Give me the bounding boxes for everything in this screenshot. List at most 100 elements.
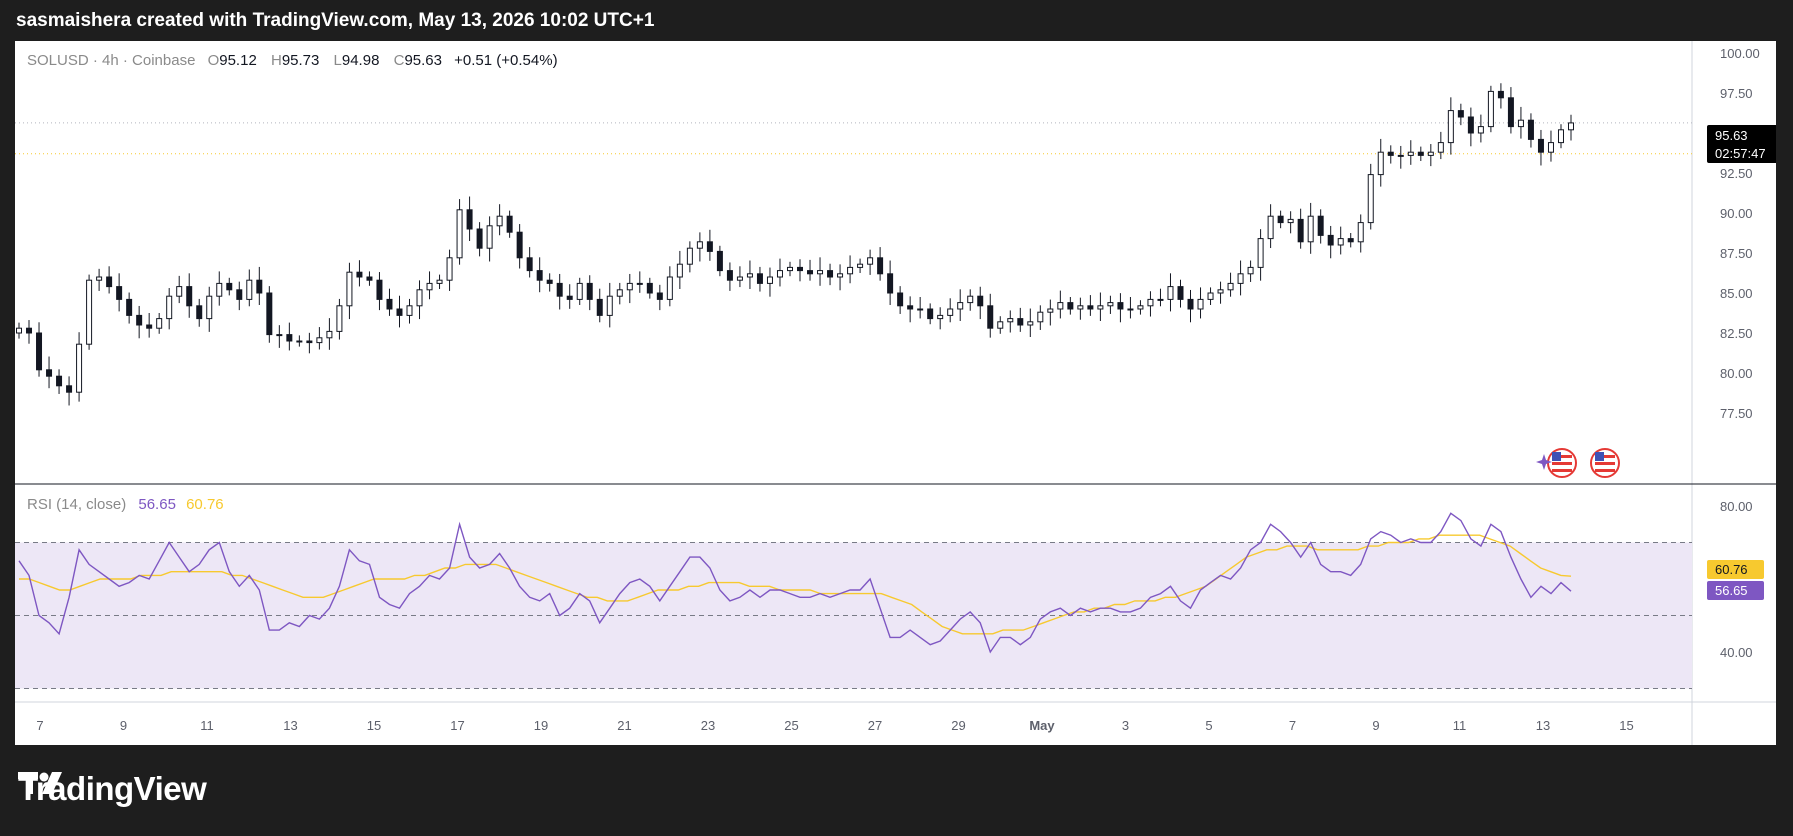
candle xyxy=(1147,291,1154,317)
candle xyxy=(446,249,453,291)
candle-body xyxy=(716,250,723,272)
candle-body xyxy=(236,289,243,300)
candle xyxy=(586,275,593,311)
us-flag-icon[interactable] xyxy=(1590,448,1620,478)
candle xyxy=(1527,113,1534,148)
sparkle-icon xyxy=(1536,454,1552,470)
candle-body xyxy=(1487,90,1494,128)
candle xyxy=(977,286,984,320)
candle xyxy=(546,273,553,292)
candle xyxy=(26,320,33,344)
candle-body xyxy=(216,282,223,297)
us-flag-icon[interactable] xyxy=(1547,448,1577,478)
candle xyxy=(1007,310,1014,333)
time-tick-label: 3 xyxy=(1122,718,1129,733)
candle-body xyxy=(646,282,653,294)
candle-body xyxy=(1267,215,1274,240)
candle xyxy=(1327,225,1334,259)
candle-body xyxy=(1117,302,1124,310)
chart-caption: sasmaishera created with TradingView.com… xyxy=(16,10,655,31)
candle-body xyxy=(1568,122,1574,131)
candle xyxy=(1377,138,1384,187)
candle xyxy=(1177,279,1184,308)
candle-body xyxy=(1147,298,1154,307)
time-tick-label: 27 xyxy=(868,718,882,733)
candle-body xyxy=(266,292,273,336)
candle xyxy=(1257,229,1264,281)
candle-body xyxy=(887,273,894,294)
candle-body xyxy=(406,305,413,316)
candle xyxy=(1417,146,1424,161)
candle xyxy=(837,264,844,291)
candle-body xyxy=(1227,282,1234,291)
candle xyxy=(786,261,793,277)
candle-body xyxy=(496,215,503,227)
price-tag-bg xyxy=(1707,125,1776,163)
candle xyxy=(296,335,303,347)
candle-body xyxy=(306,340,313,344)
candle-body xyxy=(116,286,123,300)
close-value: 95.63 xyxy=(404,52,442,69)
candle xyxy=(1467,107,1474,147)
candle-body xyxy=(156,318,163,329)
high-label: H xyxy=(271,52,282,69)
candle-body xyxy=(817,270,824,275)
candle-body xyxy=(656,292,663,300)
candle-body xyxy=(1057,302,1064,310)
chart-canvas[interactable]: 100.00 97.50 92.50 90.00 87.50 85.00 82.50 80.0… xyxy=(15,41,1776,745)
price-tick-label: 82.50 xyxy=(1720,326,1753,341)
candle xyxy=(1457,103,1464,126)
candle-body xyxy=(1347,238,1354,243)
candle xyxy=(626,273,633,304)
candle xyxy=(506,210,513,238)
candle-body xyxy=(676,263,683,278)
candle xyxy=(346,262,353,320)
candle-body xyxy=(1447,110,1454,144)
candle-body xyxy=(186,286,193,307)
candle xyxy=(116,273,123,312)
candle xyxy=(746,260,753,289)
candle-body xyxy=(877,257,884,275)
candle xyxy=(867,249,874,275)
candle-body xyxy=(1067,302,1074,310)
candle xyxy=(526,247,533,278)
candle-body xyxy=(206,295,213,320)
candle xyxy=(1427,144,1434,167)
candle xyxy=(286,322,293,351)
candle xyxy=(807,259,814,281)
candle xyxy=(516,224,523,269)
candle xyxy=(666,266,673,307)
candle-body xyxy=(1047,308,1054,313)
candle-body xyxy=(1127,308,1134,311)
candle xyxy=(306,332,313,354)
candle xyxy=(216,271,223,306)
candle-body xyxy=(1207,292,1214,300)
time-tick-label: 21 xyxy=(617,718,631,733)
symbol-label: SOLUSD · 4h · Coinbase xyxy=(27,52,195,69)
candle-body xyxy=(1027,321,1034,326)
candle-body xyxy=(1457,110,1464,118)
candle xyxy=(206,286,213,332)
candle xyxy=(596,288,603,323)
candle-body xyxy=(426,282,433,291)
candle-body xyxy=(336,305,343,332)
candle xyxy=(1287,211,1294,234)
candle-body xyxy=(1507,97,1514,128)
candle-body xyxy=(766,276,773,284)
candle xyxy=(156,313,163,334)
candle xyxy=(576,277,583,305)
candle xyxy=(1197,287,1204,319)
candle-body xyxy=(1547,142,1554,153)
candle-body xyxy=(346,271,353,307)
candle xyxy=(46,356,53,389)
candle xyxy=(1277,210,1284,229)
candle-layer xyxy=(16,83,1574,406)
rsi-line xyxy=(18,512,1572,654)
candle-body xyxy=(1537,138,1544,153)
candle xyxy=(476,222,483,257)
candle-body xyxy=(456,209,463,259)
candle xyxy=(16,322,22,339)
candle xyxy=(797,259,804,282)
time-tick-label: 5 xyxy=(1205,718,1212,733)
candle xyxy=(246,269,253,307)
